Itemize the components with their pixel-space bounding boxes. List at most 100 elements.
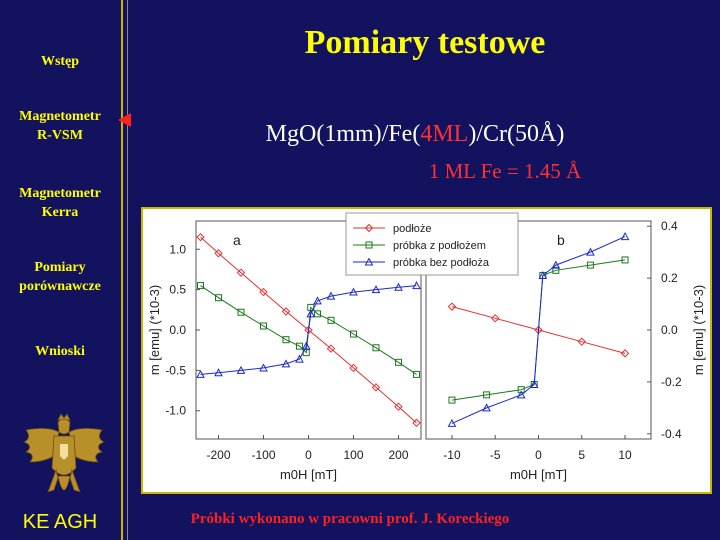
panel-b-point-1-7 — [621, 256, 629, 264]
panel-a-ylabel: m [emu] (*10-3) — [147, 285, 162, 375]
panel-a-point-1-11 — [372, 344, 380, 352]
sidebar-item-1[interactable]: Magnetometr R-VSM — [0, 107, 120, 145]
panel-b-ytick-label: -0.4 — [661, 427, 682, 441]
active-item-arrow-icon — [118, 113, 131, 127]
panel-a-point-0-0 — [196, 232, 205, 242]
panel-b-xtick-label: 10 — [618, 448, 632, 462]
panel-b-series-line-2 — [451, 236, 626, 424]
panel-b-point-2-5 — [551, 260, 561, 269]
page-title: Pomiary testowe — [304, 24, 546, 61]
panel-legend-point-2 — [364, 257, 374, 266]
panel-a-point-1-1 — [215, 294, 222, 302]
sidebar-item-label: Magnetometr — [19, 109, 101, 124]
panel-a-ytick-label: -1.0 — [165, 404, 186, 418]
panel-a-point-0-2 — [236, 268, 246, 277]
panel-a-xtick-label: 200 — [388, 448, 408, 462]
panel-b-point-1-0 — [448, 396, 456, 404]
sidebar-item-label: Magnetometr — [19, 186, 101, 201]
panel-b-point-1-5 — [552, 266, 560, 274]
panel-a-ytick-label: 0.0 — [169, 323, 186, 337]
panel-a-point-1-0 — [197, 282, 204, 290]
eagle-crest-icon — [23, 413, 105, 493]
panel-b-point-0-3 — [577, 337, 586, 346]
chart-legend — [345, 212, 519, 276]
panel-b-point-2-0 — [447, 418, 457, 427]
sidebar-divider — [121, 0, 123, 540]
panel-a-point-1-8 — [314, 310, 321, 318]
sidebar-item-2[interactable]: Magnetometr Kerra — [0, 184, 120, 222]
panel-b-point-2-3 — [529, 379, 539, 388]
formula-highlight: 4ML — [420, 121, 469, 147]
panel-a-ytick-label: 1.0 — [169, 242, 186, 256]
panel-legend-point-1 — [365, 241, 373, 249]
panel-b-xtick-label: 0 — [535, 448, 542, 462]
panel-b-label: b — [557, 232, 565, 248]
sidebar-item-4[interactable]: Wnioski — [0, 342, 120, 361]
panel-a-point-1-10 — [350, 330, 357, 338]
panel-a-point-2-4 — [281, 359, 291, 368]
panel-b-point-1-2 — [517, 386, 525, 394]
panel-b-ytick-label: 0.4 — [661, 219, 678, 233]
panel-a-xtick-label: 0 — [305, 448, 312, 462]
panel-a-point-1-2 — [237, 308, 245, 316]
panel-b-xlabel: m0H [mT] — [510, 467, 567, 482]
formula-post: )/Cr(50Å) — [468, 121, 565, 147]
panel-b-ytick-label: 0.2 — [661, 271, 678, 285]
sidebar-item-3[interactable]: Pomiary porównawcze — [0, 258, 120, 296]
panel-a-point-2-10 — [349, 287, 358, 296]
panel-b-point-1-1 — [483, 391, 491, 399]
panel-b-point-0-0 — [447, 302, 457, 311]
sidebar-item-label: Kerra — [41, 205, 79, 220]
panel-a-point-2-7 — [306, 309, 316, 318]
panel-a-point-0-3 — [259, 287, 268, 297]
panel-a-point-0-4 — [281, 307, 291, 316]
panel-a-ytick-label: 0.5 — [169, 283, 186, 297]
ml-note: 1 ML Fe = 1.45 Å — [428, 159, 582, 183]
panel-b-point-2-2 — [516, 390, 526, 399]
panel-a-point-1-5 — [296, 342, 303, 350]
sample-formula: MgO(1mm)/Fe(4ML)/Cr(50Å) — [200, 121, 630, 148]
panel-a-point-1-12 — [395, 358, 402, 366]
panel-a-point-0-7 — [349, 363, 358, 373]
footer-org: KE AGH — [22, 511, 98, 533]
panel-a-xtick-label: -200 — [206, 448, 230, 462]
panel-a-xlabel: m0H [mT] — [280, 467, 337, 482]
legend-label-2: próbka bez podłoża — [393, 257, 490, 269]
sidebar-item-label: porównawcze — [19, 279, 101, 294]
panel-a-point-1-13 — [413, 370, 420, 378]
panel-b-point-2-6 — [586, 247, 595, 256]
credit-line: Próbki wykonano w pracowni prof. J. Kore… — [190, 511, 510, 527]
formula-pre: MgO(1mm)/Fe( — [265, 121, 421, 147]
panel-a-point-2-0 — [196, 369, 205, 378]
panel-b-xtick-label: -5 — [490, 448, 501, 462]
panel-b-ylabel: m [emu] (*10-3) — [691, 285, 706, 375]
panel-a-point-2-6 — [301, 341, 311, 350]
panel-a-point-2-5 — [295, 354, 304, 363]
panel-legend-point-0 — [364, 223, 374, 233]
panel-b-point-0-4 — [620, 349, 630, 358]
panel-b-point-1-6 — [586, 261, 594, 269]
panel-a-point-2-2 — [236, 365, 246, 374]
panel-b-xtick-label: -10 — [443, 448, 461, 462]
panel-b-xtick-label: 5 — [578, 448, 585, 462]
legend-label-1: próbka z podłożem — [393, 240, 486, 252]
panel-a-ytick-label: -0.5 — [165, 363, 186, 377]
panel-a-point-2-9 — [326, 291, 336, 300]
panel-a-point-0-8 — [371, 383, 381, 392]
panel-a-point-2-3 — [259, 363, 268, 372]
sidebar-item-label: R-VSM — [37, 128, 83, 143]
panel-b-ytick-label: -0.2 — [661, 375, 682, 389]
panel-b-ytick-label: 0.0 — [661, 323, 678, 337]
panel-a-point-2-13 — [412, 281, 421, 290]
sidebar-item-0[interactable]: Wstęp — [0, 52, 120, 71]
panel-a-point-2-1 — [214, 368, 223, 377]
legend-label-0: podłoże — [393, 223, 432, 235]
panel-a-point-2-11 — [371, 285, 381, 294]
panel-b-point-2-7 — [620, 232, 630, 241]
sidebar-divider-thin — [127, 0, 128, 540]
panel-b-point-2-4 — [538, 270, 548, 279]
panel-a-point-2-12 — [394, 282, 403, 291]
panel-a-point-1-3 — [260, 322, 267, 330]
panel-b-point-0-1 — [491, 314, 500, 323]
